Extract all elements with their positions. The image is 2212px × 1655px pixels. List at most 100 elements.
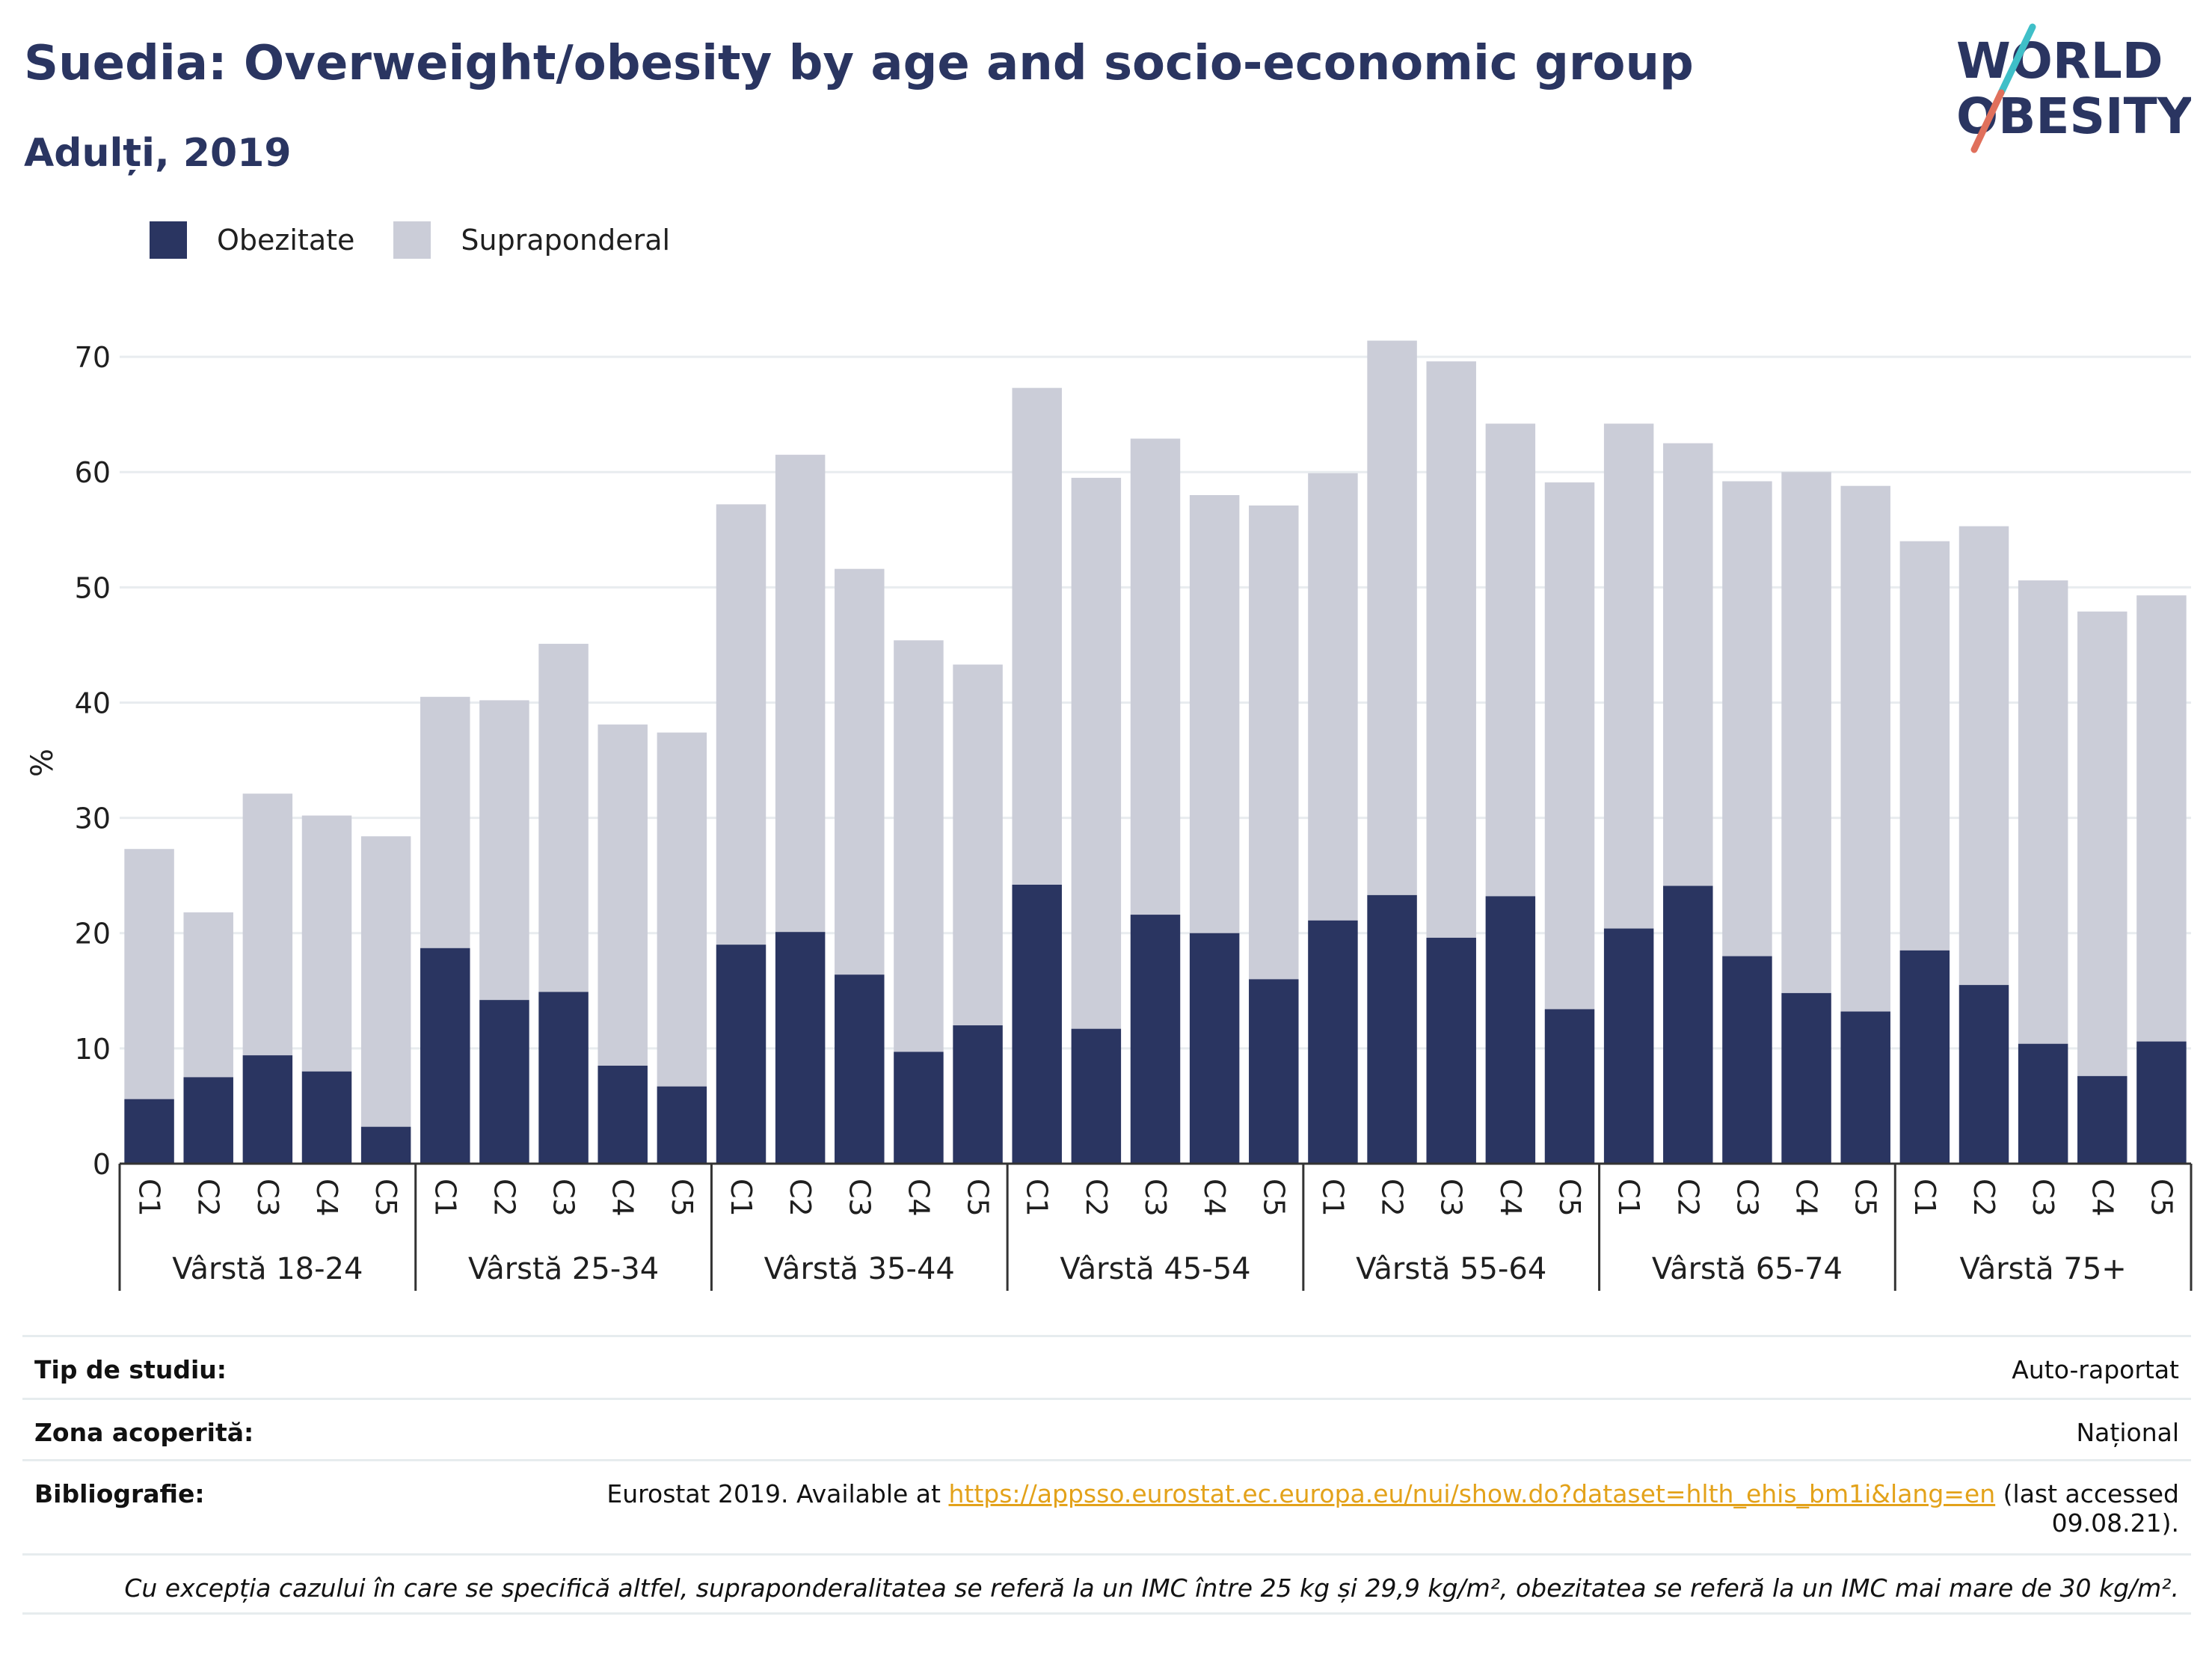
bibliography-link[interactable]: https://appsso.eurostat.ec.europa.eu/nui… — [948, 1479, 1996, 1508]
bar-overweight-g6-c2 — [1663, 443, 1713, 886]
y-tick-label-50: 50 — [75, 571, 111, 604]
coverage-value: Național — [2076, 1418, 2179, 1447]
bar-obesity-g6-c4 — [1781, 992, 1831, 1164]
x-tick-label-g6-c3: C3 — [1730, 1179, 1763, 1217]
bar-obesity-g3-c3 — [835, 974, 885, 1164]
bar-overweight-g3-c3 — [835, 568, 885, 975]
bar-overweight-g7-c2 — [1958, 526, 2009, 986]
group-label-7: Vârstă 75+ — [1959, 1252, 2126, 1286]
bar-obesity-g1-c5 — [360, 1126, 411, 1164]
bar-obesity-g7-c2 — [1958, 985, 2009, 1164]
bar-obesity-g1-c3 — [242, 1055, 293, 1164]
x-tick-label-g4-c3: C3 — [1139, 1179, 1172, 1217]
bar-overweight-g2-c4 — [597, 724, 648, 1066]
x-tick-label-g1-c3: C3 — [251, 1179, 284, 1217]
bar-obesity-g7-c1 — [1899, 950, 1950, 1164]
bar-obesity-g1-c2 — [183, 1077, 233, 1164]
x-axis: C1 C2 C3 C4 C5 Vârstă 18-24 C1 C2 C3 C4 C5 Vârstă 2… — [118, 1162, 2193, 1291]
x-tick-label-g3-c3: C3 — [843, 1179, 876, 1217]
x-tick-label-g7-c3: C3 — [2027, 1179, 2059, 1217]
logo-slash-teal — [1997, 23, 2036, 96]
bar-overweight-g7-c3 — [2018, 580, 2068, 1044]
bars — [124, 340, 2187, 1164]
bar-overweight-g2-c5 — [657, 732, 707, 1087]
bar-overweight-g7-c4 — [2077, 611, 2127, 1076]
x-tick-label-g2-c3: C3 — [547, 1179, 580, 1217]
y-tick-label-0: 0 — [93, 1148, 111, 1181]
x-tick-label-g2-c1: C1 — [428, 1179, 461, 1217]
chart-title: Suedia: Overweight/obesity by age and so… — [24, 36, 1694, 91]
info-row-note: Cu excepția cazului în care se specifică… — [22, 1553, 2191, 1615]
info-row-coverage: Zona acoperită: Național — [22, 1398, 2191, 1459]
world-obesity-logo: WORLD OBESITY — [1956, 23, 2191, 153]
bar-overweight-g4-c4 — [1189, 495, 1240, 933]
legend-item-overweight[interactable]: Supraponderal — [393, 221, 670, 259]
y-tick-label-10: 10 — [75, 1033, 111, 1066]
bar-overweight-g7-c5 — [2136, 595, 2187, 1042]
bar-obesity-g3-c2 — [775, 932, 826, 1164]
y-axis-ticks: 0 10 20 30 40 50 60 70 — [75, 341, 111, 1181]
bar-obesity-g3-c1 — [716, 945, 766, 1164]
x-tick-label-g1-c1: C1 — [133, 1179, 166, 1217]
bar-overweight-g4-c1 — [1012, 387, 1062, 885]
x-tick-label-g6-c4: C4 — [1790, 1179, 1823, 1217]
bar-overweight-g5-c4 — [1485, 423, 1536, 897]
bar-obesity-g7-c5 — [2136, 1041, 2187, 1164]
bar-overweight-g5-c2 — [1367, 340, 1417, 895]
bar-obesity-g2-c5 — [657, 1086, 707, 1164]
bar-obesity-g2-c3 — [538, 992, 589, 1164]
bar-overweight-g1-c2 — [183, 912, 233, 1078]
bar-overweight-g6-c1 — [1603, 423, 1654, 929]
bar-obesity-g3-c4 — [894, 1051, 944, 1164]
x-tick-label-g6-c1: C1 — [1612, 1179, 1645, 1217]
bar-obesity-g5-c4 — [1485, 896, 1536, 1164]
group-label-5: Vârstă 55-64 — [1356, 1252, 1546, 1286]
x-tick-label-g2-c5: C5 — [666, 1179, 698, 1217]
bar-obesity-g6-c5 — [1840, 1011, 1890, 1164]
x-tick-label-g4-c2: C2 — [1080, 1179, 1113, 1217]
x-tick-label-g1-c5: C5 — [369, 1179, 402, 1217]
bar-overweight-g1-c5 — [360, 836, 411, 1127]
y-tick-label-30: 30 — [75, 802, 111, 835]
y-tick-label-40: 40 — [75, 687, 111, 719]
bar-overweight-g5-c1 — [1308, 473, 1358, 921]
bibliography-date: 09.08.21). — [2051, 1508, 2179, 1538]
legend-swatch-obesity — [150, 221, 187, 259]
bibliography-value: Eurostat 2019. Available at https://apps… — [606, 1479, 2179, 1538]
group-label-1: Vârstă 18-24 — [172, 1252, 363, 1286]
x-tick-label-g3-c4: C4 — [902, 1179, 935, 1217]
bar-obesity-g3-c5 — [953, 1025, 1003, 1164]
x-tick-label-g5-c3: C3 — [1435, 1179, 1468, 1217]
bar-obesity-g4-c1 — [1012, 884, 1062, 1164]
bar-obesity-g6-c1 — [1603, 928, 1654, 1164]
x-tick-label-g6-c2: C2 — [1671, 1179, 1704, 1217]
bar-obesity-g1-c4 — [301, 1071, 352, 1164]
bar-obesity-g7-c4 — [2077, 1075, 2127, 1164]
group-label-6: Vârstă 65-74 — [1652, 1252, 1843, 1286]
bar-obesity-g5-c5 — [1544, 1009, 1595, 1164]
y-tick-label-70: 70 — [75, 341, 111, 374]
bar-overweight-g1-c3 — [242, 793, 293, 1056]
bar-overweight-g1-c1 — [124, 849, 174, 1099]
bar-overweight-g5-c5 — [1544, 482, 1595, 1010]
bar-obesity-g4-c5 — [1249, 979, 1299, 1164]
x-tick-label-g1-c2: C2 — [192, 1179, 225, 1217]
bar-obesity-g2-c4 — [597, 1065, 648, 1164]
bar-overweight-g2-c3 — [538, 643, 589, 992]
bar-obesity-g5-c1 — [1308, 920, 1358, 1164]
x-tick-label-g5-c1: C1 — [1316, 1179, 1349, 1217]
study-type-label: Tip de studiu: — [34, 1355, 227, 1384]
bibliography-label: Bibliografie: — [34, 1479, 205, 1508]
chart-subtitle: Adulți, 2019 — [24, 131, 292, 176]
bar-obesity-g4-c4 — [1189, 933, 1240, 1164]
bar-overweight-g3-c2 — [775, 455, 826, 933]
bar-overweight-g3-c1 — [716, 504, 766, 945]
x-tick-label-g7-c5: C5 — [2145, 1179, 2178, 1217]
bar-obesity-g7-c3 — [2018, 1043, 2068, 1164]
legend-item-obesity[interactable]: Obezitate — [150, 221, 354, 259]
info-row-bibliography: Bibliografie: Eurostat 2019. Available a… — [22, 1459, 2191, 1553]
legend: Obezitate Supraponderal — [150, 221, 709, 259]
x-tick-label-g1-c4: C4 — [310, 1179, 343, 1217]
x-tick-label-g3-c5: C5 — [962, 1179, 995, 1217]
bar-overweight-g5-c3 — [1426, 361, 1476, 938]
